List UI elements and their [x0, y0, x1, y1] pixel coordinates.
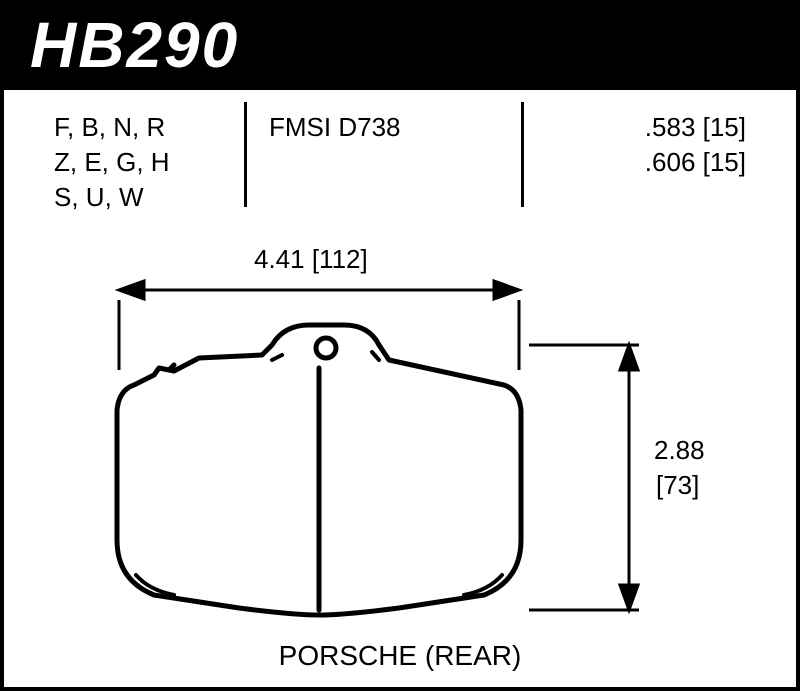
part-number: HB290 [30, 8, 239, 82]
header-bar: HB290 [0, 0, 800, 90]
compounds-line1: F, B, N, R [54, 110, 244, 145]
compounds-line2: Z, E, G, H [54, 145, 244, 180]
compounds-line3: S, U, W [54, 180, 244, 215]
application-label: PORSCHE (REAR) [4, 640, 796, 672]
fmsi-code: FMSI D738 [269, 110, 521, 145]
compounds-column: F, B, N, R Z, E, G, H S, U, W [54, 102, 244, 222]
content-frame: F, B, N, R Z, E, G, H S, U, W FMSI D738 … [0, 90, 800, 691]
diagram-area: 4.41 [112] 2.88 [73] [4, 240, 796, 687]
thickness-column: .583 [15] .606 [15] [524, 102, 746, 222]
thickness-line2: .606 [15] [524, 145, 746, 180]
fmsi-column: FMSI D738 [244, 102, 524, 207]
brake-pad-diagram [4, 240, 796, 680]
specs-row: F, B, N, R Z, E, G, H S, U, W FMSI D738 … [54, 102, 746, 222]
thickness-line1: .583 [15] [524, 110, 746, 145]
